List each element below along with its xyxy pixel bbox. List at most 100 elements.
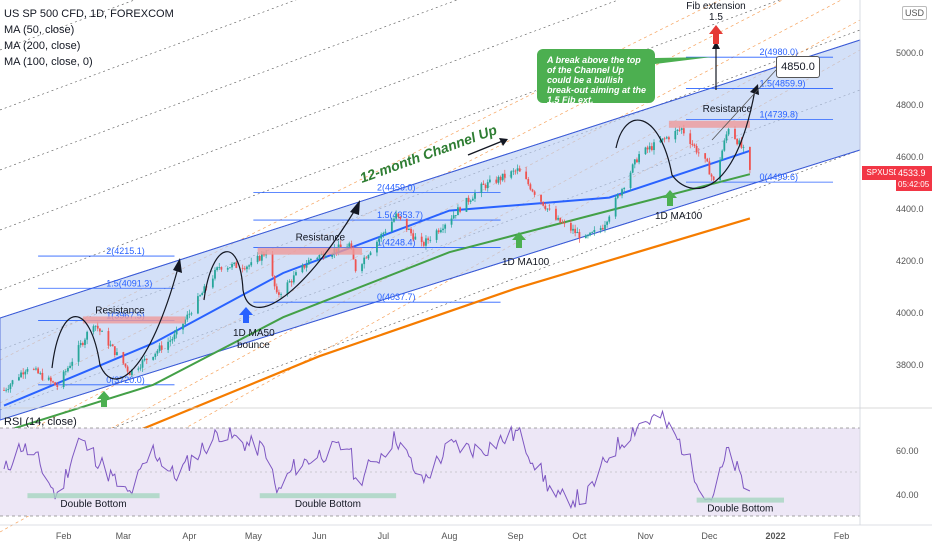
candle-body: [290, 281, 293, 283]
candle-body: [510, 171, 513, 178]
candle-body: [593, 230, 596, 232]
y-axis-tick-label: 3800.0: [896, 360, 924, 370]
candle-body: [346, 246, 349, 248]
candle-body: [67, 367, 69, 372]
price-tag-value-bg: [896, 166, 932, 191]
candle-body: [680, 128, 683, 130]
pattern-arc: [51, 267, 179, 380]
x-axis-tick-label: Jun: [312, 531, 327, 541]
candle-body: [638, 154, 640, 163]
candle-body: [201, 293, 204, 296]
candle-body: [695, 145, 698, 153]
candle-body: [531, 189, 534, 192]
arc-arrow-head: [350, 200, 360, 215]
candle-body: [243, 268, 246, 270]
candle-body: [26, 369, 29, 372]
up-arrow-ma100: [663, 190, 677, 206]
candle-body: [143, 358, 146, 361]
fib-label: 0(4037.7): [377, 292, 416, 302]
candle-body: [275, 286, 278, 293]
candle-body: [324, 257, 327, 258]
candle-body: [235, 262, 238, 268]
candle-body: [52, 381, 54, 383]
legend: US SP 500 CFD, 1D, FOREXCOM MA (50, clos…: [4, 6, 174, 70]
legend-ma200: MA (200, close): [4, 40, 81, 52]
candle-body: [608, 216, 611, 222]
candle-body: [286, 282, 289, 295]
double-bottom-zone: [696, 497, 784, 503]
candle-body: [661, 138, 664, 141]
candle-body: [512, 170, 515, 172]
candle-body: [740, 140, 743, 148]
candle-body: [719, 160, 721, 181]
candle-body: [190, 313, 193, 315]
candle-body: [363, 257, 366, 265]
channel-top-line: [0, 39, 861, 319]
candle-body: [587, 235, 589, 237]
candle-body: [292, 275, 295, 283]
candle-body: [348, 243, 351, 247]
x-axis-tick-label: Apr: [182, 531, 196, 541]
resistance-box: [668, 120, 750, 128]
candle-body: [246, 266, 248, 270]
x-axis-tick-label: Feb: [56, 531, 72, 541]
candle-body: [435, 230, 438, 240]
up-arrow-ma100: [97, 391, 111, 407]
candle-body: [233, 262, 236, 265]
y-axis-tick-label: 5000.0: [896, 48, 924, 58]
candle-body: [130, 369, 133, 376]
fib-ext-red-arrow: [709, 25, 723, 44]
fib-ext-arrowhead: [712, 41, 720, 49]
candle-body: [734, 128, 736, 140]
fib-label: 0(3720.0): [106, 375, 145, 385]
candle-body: [309, 258, 312, 261]
candle-body: [79, 343, 82, 346]
candle-body: [516, 168, 519, 171]
channel-arrow-head: [499, 138, 508, 146]
candle-body: [158, 345, 161, 351]
candle-body: [653, 142, 655, 151]
channel-arrow: [467, 139, 506, 156]
candle-body: [410, 228, 412, 234]
candle-body: [644, 147, 647, 155]
candle-body: [693, 144, 696, 146]
candle-body: [64, 371, 67, 373]
candle-body: [469, 200, 472, 202]
candle-body: [273, 275, 276, 287]
candle-body: [548, 208, 551, 210]
candle-body: [471, 198, 474, 201]
fib-label: 1(3967.5): [106, 310, 145, 320]
candle-body: [5, 389, 8, 391]
arc-arrow-head: [173, 258, 182, 273]
candle-body: [94, 325, 97, 327]
fib-label: 1(4248.4): [377, 237, 416, 247]
candle-body: [173, 334, 176, 340]
ma50-line: [3, 149, 751, 407]
candle-body: [601, 228, 604, 230]
candle-body: [678, 129, 681, 131]
candle-body: [503, 173, 506, 178]
x-axis-tick-label: Nov: [637, 531, 654, 541]
candle-body: [727, 128, 730, 135]
candle-body: [107, 331, 110, 346]
ma50-bounce-label: 1D MA50: [233, 328, 275, 339]
legend-symbol: US SP 500 CFD, 1D, FOREXCOM: [4, 8, 174, 20]
candle-body: [137, 368, 140, 370]
candle-body: [220, 267, 223, 270]
candle-body: [124, 363, 127, 367]
candle-body: [454, 215, 457, 216]
candle-body: [84, 339, 86, 345]
candle-body: [668, 137, 670, 140]
candle-body: [422, 242, 425, 246]
candle-body: [665, 137, 668, 139]
candle-body: [544, 205, 547, 210]
fib-label: 1.5(4353.7): [377, 210, 423, 220]
candle-body: [465, 197, 468, 212]
candle-body: [96, 325, 99, 329]
x-axis-tick-label: Oct: [572, 531, 587, 541]
candle-body: [39, 372, 42, 374]
currency-tag[interactable]: USD: [902, 6, 928, 20]
candle-body: [226, 268, 229, 270]
candle-body: [527, 179, 530, 185]
